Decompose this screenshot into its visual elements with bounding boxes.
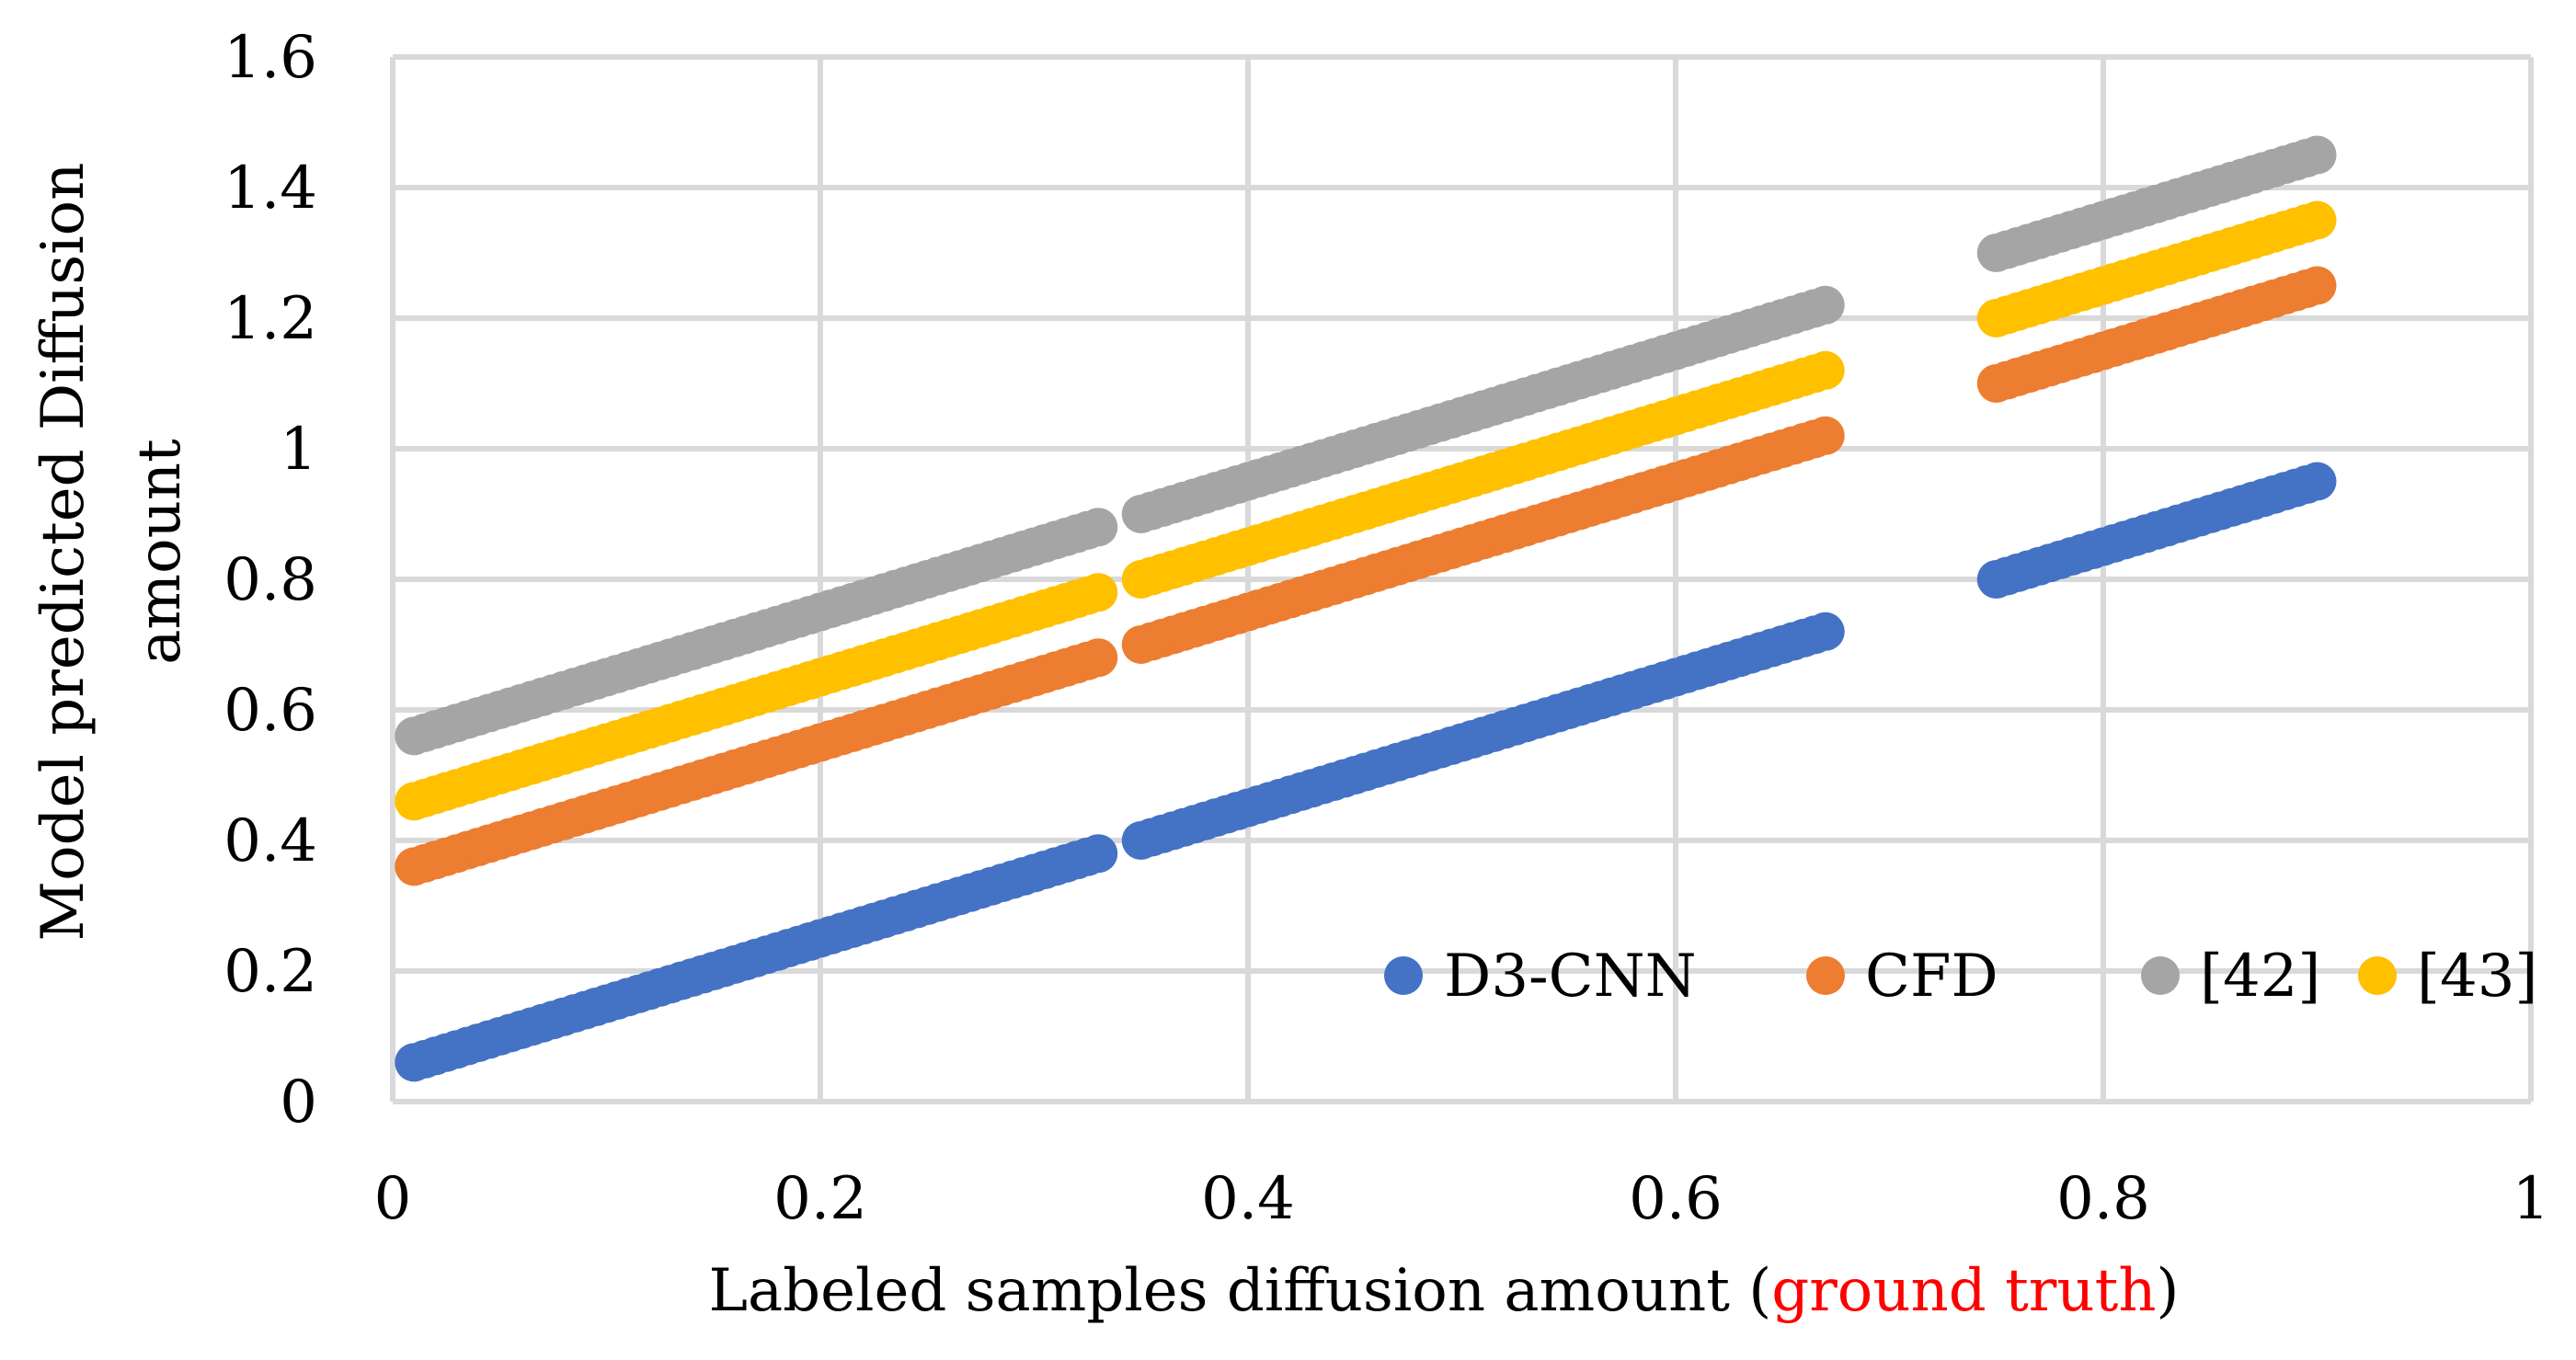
x-axis-ticks: 0 0.2 0.4 0.6 0.8 1 (374, 1165, 2550, 1233)
y-tick-label: 1.2 (223, 285, 317, 353)
data-point (1805, 611, 1845, 651)
y-axis-title-line2: amount (126, 439, 194, 665)
x-axis-title-main: Labeled samples diffusion amount (709, 1257, 1749, 1325)
x-tick-label: 0.6 (1629, 1165, 1723, 1233)
y-tick-label: 0 (280, 1069, 317, 1137)
x-tick-label: 0.2 (773, 1165, 867, 1233)
data-point (2297, 266, 2337, 305)
y-tick-label: 1.4 (223, 154, 317, 223)
data-point (1079, 834, 1118, 874)
y-tick-label: 1 (280, 416, 317, 484)
data-point (2297, 462, 2337, 501)
data-point (1079, 508, 1118, 547)
legend-marker-3 (2141, 956, 2180, 995)
x-tick-label: 0.8 (2056, 1165, 2150, 1233)
data-point (2297, 135, 2337, 175)
data-point (1805, 285, 1845, 325)
y-tick-label: 0.6 (223, 677, 317, 745)
y-axis-title-line1: Model predicted Diffusion (29, 163, 97, 942)
legend-label-2: CFD (1865, 943, 1998, 1011)
data-point (1079, 638, 1118, 678)
legend-marker-4 (2358, 956, 2397, 995)
y-tick-label: 0.4 (223, 807, 317, 875)
series-4-points (395, 200, 2337, 821)
y-axis-ticks: 0 0.2 0.4 0.6 0.8 1 1.2 1.4 1.6 (223, 24, 317, 1137)
data-point (1805, 350, 1845, 390)
y-tick-label: 0.8 (223, 546, 317, 614)
x-tick-label: 0.4 (1201, 1165, 1295, 1233)
gridlines (390, 54, 2534, 1104)
x-axis-title-close: ) (2157, 1257, 2180, 1325)
series-2-points (395, 266, 2337, 886)
data-point (1805, 416, 1845, 455)
series-1-points (395, 462, 2337, 1082)
x-axis-title-open: ( (1748, 1257, 1771, 1325)
legend-label-1: D3-CNN (1444, 943, 1697, 1011)
legend-label-4: [43] (2417, 943, 2537, 1011)
data-points (395, 135, 2337, 1082)
data-point (1079, 573, 1118, 612)
legend-marker-2 (1806, 956, 1845, 995)
data-point (2297, 200, 2337, 240)
x-tick-label: 0 (374, 1165, 412, 1233)
legend-marker-1 (1384, 956, 1423, 995)
x-axis-title: Labeled samples diffusion amount (ground… (709, 1257, 2180, 1325)
x-axis-title-highlight: ground truth (1771, 1257, 2156, 1325)
series-3-points (395, 135, 2337, 756)
legend-label-3: [42] (2200, 943, 2320, 1011)
x-tick-label: 1 (2513, 1165, 2550, 1233)
y-tick-label: 1.6 (223, 24, 317, 92)
legend: D3-CNN CFD [42] [43] (1384, 943, 2537, 1011)
y-tick-label: 0.2 (223, 938, 317, 1006)
